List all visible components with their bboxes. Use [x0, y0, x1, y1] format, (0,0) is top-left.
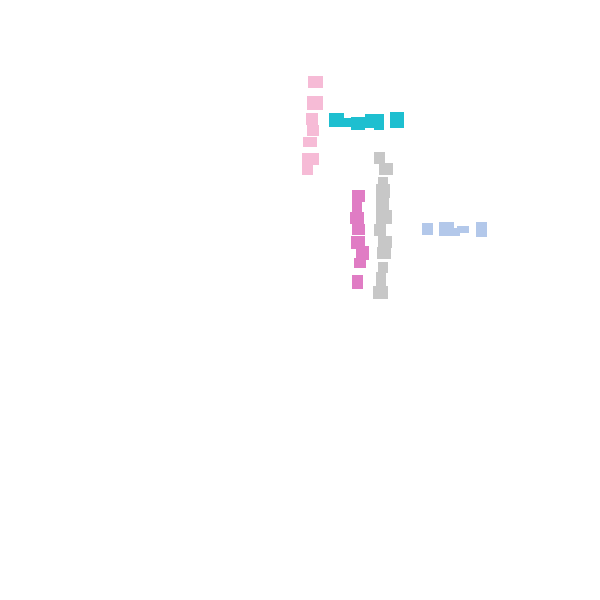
magenta-block: [352, 200, 362, 212]
cyan-block: [390, 112, 404, 128]
magenta-block: [350, 212, 364, 224]
cyan-block: [329, 113, 344, 127]
magenta-block: [352, 224, 365, 235]
gray-block: [376, 184, 390, 198]
pink-light-block: [303, 137, 317, 147]
pink-light-block-group: [302, 76, 323, 175]
cyan-block: [351, 117, 365, 130]
pink-light-block: [302, 164, 313, 175]
pink-light-block: [306, 113, 318, 125]
magenta-block: [356, 246, 369, 260]
gray-block-group: [373, 152, 393, 299]
gray-block: [379, 163, 393, 175]
gray-block: [373, 286, 388, 299]
gray-block: [378, 262, 388, 273]
pink-light-block: [307, 125, 319, 136]
gray-block: [376, 272, 386, 286]
cyan-block-group: [329, 112, 404, 130]
gray-block: [377, 247, 391, 259]
magenta-block: [351, 236, 365, 249]
blue-light-block-group: [422, 222, 487, 237]
pink-light-block: [308, 76, 323, 88]
magenta-block: [354, 258, 366, 268]
magenta-block: [352, 190, 365, 202]
blue-light-block: [457, 226, 469, 233]
gray-block: [378, 177, 388, 186]
blue-light-block: [447, 228, 460, 236]
cyan-block: [374, 122, 384, 130]
magenta-block-group: [350, 190, 369, 289]
pink-light-block: [307, 96, 323, 110]
gray-block: [374, 152, 385, 164]
magenta-block: [352, 275, 363, 289]
blue-light-block: [422, 223, 433, 235]
gray-block: [374, 224, 386, 236]
pink-light-block: [302, 153, 319, 165]
gray-block: [378, 236, 392, 248]
gray-block: [376, 210, 392, 224]
gray-block: [376, 198, 389, 210]
blue-light-block: [476, 222, 487, 237]
cyan-block: [343, 118, 353, 127]
